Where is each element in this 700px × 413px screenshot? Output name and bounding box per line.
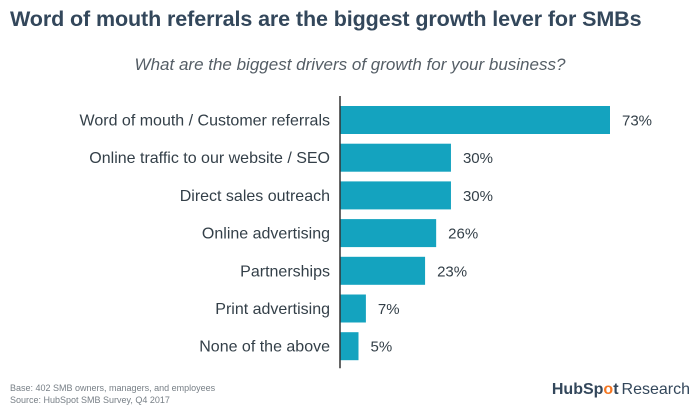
bar-6 (340, 332, 359, 361)
bar-chart: Word of mouth / Customer referrals 73% Onl… (80, 96, 652, 369)
logo-brand-left: HubSp (551, 381, 604, 398)
chart-subtitle: What are the biggest drivers of growth f… (134, 55, 566, 74)
category-label-5: Print advertising (215, 301, 330, 318)
logo-research: Research (621, 381, 690, 398)
bars-group: Word of mouth / Customer referrals 73% Onl… (80, 106, 652, 361)
value-label-0: 73% (622, 113, 652, 130)
bar-4 (340, 256, 426, 285)
bar-3 (340, 219, 437, 248)
category-label-3: Online advertising (202, 226, 330, 243)
category-label-1: Online traffic to our website / SEO (89, 150, 330, 167)
footnote-source: Source: HubSpot SMB Survey, Q4 2017 (10, 395, 170, 405)
value-label-6: 5% (370, 339, 392, 356)
value-label-4: 23% (437, 263, 467, 280)
bar-0 (340, 106, 610, 134)
category-label-6: None of the above (199, 339, 330, 356)
logo-sprocket: o (603, 381, 614, 398)
value-label-5: 7% (378, 301, 400, 318)
bar-1 (340, 143, 451, 172)
value-label-1: 30% (463, 150, 493, 167)
chart-title: Word of mouth referrals are the biggest … (10, 7, 642, 31)
value-label-2: 30% (463, 188, 493, 205)
bar-5 (340, 294, 366, 323)
logo-brand-right: t (613, 381, 619, 398)
footnote-base: Base: 402 SMB owners, managers, and empl… (10, 383, 216, 393)
category-label-4: Partnerships (240, 263, 330, 280)
value-label-3: 26% (448, 226, 478, 243)
category-label-0: Word of mouth / Customer referrals (80, 113, 330, 130)
category-label-2: Direct sales outreach (180, 188, 330, 205)
hubspot-research-logo: HubSpot Research (552, 381, 690, 399)
bar-2 (340, 181, 451, 210)
